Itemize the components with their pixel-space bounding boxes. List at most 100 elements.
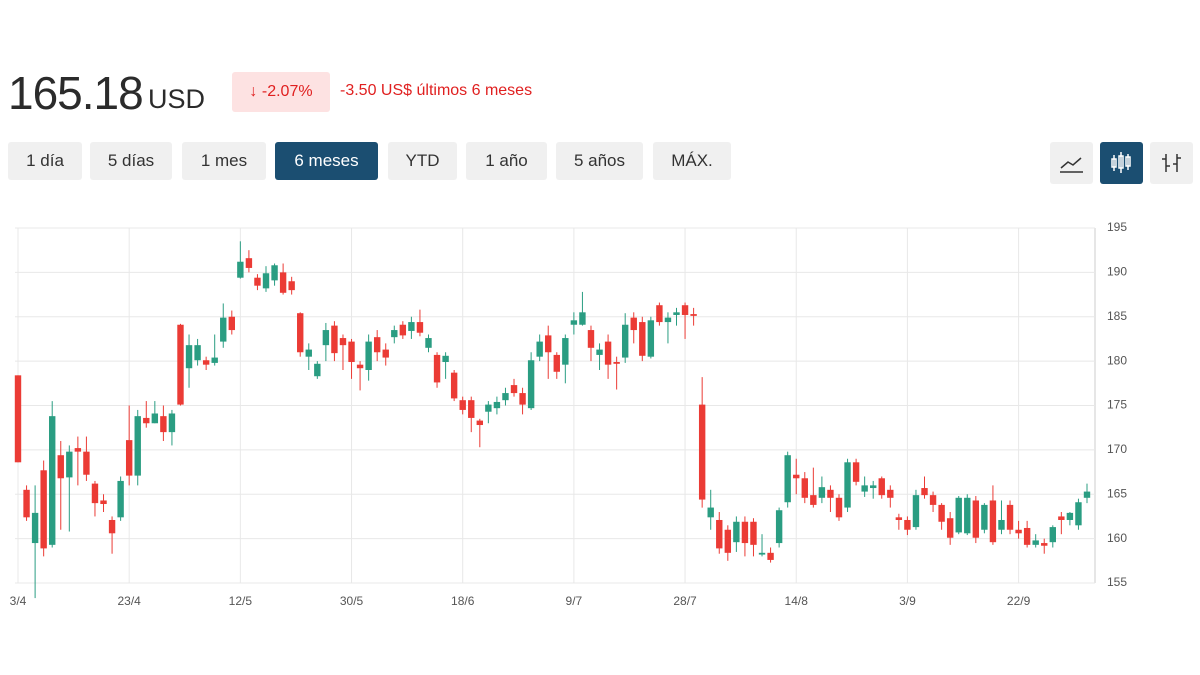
range-button[interactable]: 1 día (8, 142, 82, 180)
range-button[interactable]: 5 días (90, 142, 172, 180)
candle-body (998, 519, 1005, 530)
candle-body (698, 404, 706, 500)
candle-body (827, 489, 834, 498)
x-tick-label: 14/8 (785, 594, 809, 608)
candle-body (416, 322, 424, 333)
candle-body (810, 495, 817, 505)
x-tick-label: 18/6 (451, 594, 475, 608)
range-button[interactable]: 5 años (556, 142, 643, 180)
candle-body (254, 277, 261, 286)
candle-body (912, 495, 920, 528)
line-icon (1060, 157, 1083, 173)
y-tick-label: 185 (1107, 309, 1127, 323)
candle-body (83, 451, 90, 475)
candle-body (690, 314, 697, 316)
candle-body (1015, 529, 1022, 534)
y-tick-label: 165 (1107, 486, 1127, 500)
candle-body (1023, 527, 1031, 545)
change-percent: -2.07% (261, 83, 313, 100)
x-tick-label: 9/7 (566, 594, 583, 608)
candle-body (536, 341, 543, 357)
candle-body (425, 338, 432, 348)
candle-body (151, 413, 159, 424)
candle-icon (1111, 152, 1131, 173)
candle-body (125, 440, 133, 476)
change-text: -3.50 US$ últimos 6 meses (340, 82, 533, 99)
candle-body (322, 330, 330, 346)
candle-body (724, 529, 732, 553)
candle-chart-button[interactable] (1100, 142, 1143, 184)
candle-body (510, 385, 518, 394)
candle-body (673, 312, 680, 315)
candle-body (382, 349, 389, 358)
candle-body (587, 330, 595, 348)
y-tick-label: 190 (1107, 265, 1127, 279)
line-chart-button[interactable] (1050, 142, 1093, 184)
candle-body (681, 305, 689, 315)
ohlc-chart-button[interactable] (1150, 142, 1193, 184)
range-button[interactable]: MÁX. (653, 142, 731, 180)
candle-body (818, 487, 826, 498)
candle-body (1083, 491, 1091, 498)
candle-body (895, 517, 903, 520)
candle-body (262, 273, 270, 289)
candle-body (630, 317, 637, 331)
candle-body (519, 393, 526, 405)
candle-body (468, 400, 475, 418)
candle-body (365, 341, 372, 370)
candle-body (433, 354, 441, 383)
candle-body (160, 416, 167, 433)
candle-body (117, 480, 124, 518)
y-tick-label: 180 (1107, 353, 1127, 367)
candle-body (579, 312, 586, 325)
candle-body (202, 360, 210, 365)
candle-body (391, 330, 398, 338)
candle-body (442, 355, 449, 363)
candle-body (288, 281, 295, 291)
candle-body (596, 349, 603, 355)
y-tick-label: 195 (1107, 220, 1127, 234)
range-button[interactable]: 1 mes (182, 142, 266, 180)
candle-body (656, 305, 663, 323)
candle-body (1006, 504, 1014, 530)
candle-body (878, 478, 885, 496)
candle-body (14, 375, 22, 463)
candle-body (108, 519, 116, 534)
y-tick-label: 160 (1107, 531, 1127, 545)
candle-body (1032, 540, 1039, 545)
candle-body (758, 552, 766, 555)
candle-body (220, 317, 227, 342)
candle-body (784, 455, 791, 503)
candle-body (100, 500, 107, 505)
candle-body (981, 504, 988, 530)
candle-body (861, 485, 868, 492)
candle-body (741, 521, 749, 544)
x-tick-label: 30/5 (340, 594, 364, 608)
candle-body (356, 364, 364, 369)
candle-body (373, 337, 381, 353)
range-button[interactable]: YTD (388, 142, 457, 180)
candle-body (23, 489, 30, 518)
candle-body (177, 324, 184, 405)
candle-body (74, 448, 82, 452)
range-button[interactable]: 1 año (466, 142, 547, 180)
candle-body (887, 489, 894, 498)
candle-body (955, 497, 962, 533)
candle-body (1041, 543, 1048, 546)
candle-body (870, 485, 877, 489)
candle-body (621, 324, 629, 358)
ohlc-icon (1162, 154, 1181, 172)
x-tick-label: 28/7 (673, 594, 697, 608)
candle-body (211, 357, 218, 363)
candle-body (750, 521, 757, 545)
candle-body (194, 345, 201, 361)
candle-body (245, 258, 253, 268)
candle-body (767, 552, 774, 560)
candle-body (793, 474, 800, 479)
range-button[interactable]: 6 meses (275, 142, 378, 180)
candle-body (527, 360, 535, 409)
candle-body (31, 512, 39, 544)
candle-body (493, 401, 501, 409)
candle-body (57, 455, 64, 479)
